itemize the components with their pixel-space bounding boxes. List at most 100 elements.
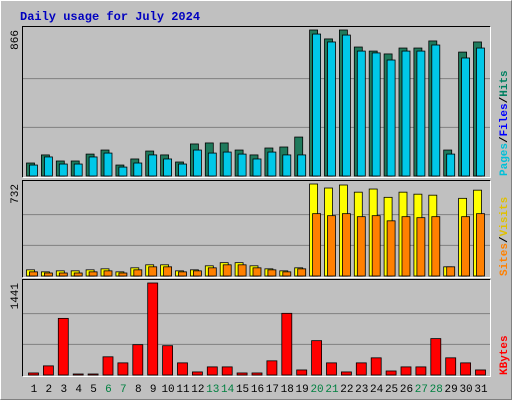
x-tick-label: 22 [340, 384, 353, 396]
x-tick-label: 9 [150, 384, 157, 396]
legend-entry: Files [499, 103, 511, 136]
bar [178, 163, 187, 177]
bar [148, 266, 158, 277]
bar [87, 373, 99, 376]
x-tick-label: 7 [120, 384, 127, 396]
legend-entry: KBytes [499, 335, 511, 375]
bar [133, 162, 143, 177]
bar [177, 362, 188, 376]
x-tick-label: 27 [415, 384, 428, 396]
bar [326, 362, 337, 376]
bar [207, 152, 217, 177]
bar [221, 366, 233, 376]
bar [385, 370, 397, 376]
bar [446, 266, 456, 277]
bar [192, 149, 202, 177]
y-tick-label: 732 [10, 184, 22, 204]
bar [207, 267, 217, 277]
bar [163, 158, 173, 177]
bar [118, 272, 128, 277]
bar [400, 366, 412, 376]
y-tick-label: 1441 [10, 283, 22, 310]
bar [88, 156, 98, 177]
bar [206, 366, 218, 376]
x-tick-label: 31 [474, 384, 488, 396]
bar [267, 151, 277, 177]
x-tick-label: 21 [325, 384, 339, 396]
bar [297, 154, 307, 177]
x-tick-label: 20 [310, 384, 323, 396]
panel-edge-dark [22, 180, 491, 278]
x-tick-label: 8 [135, 384, 142, 396]
panel [22, 279, 491, 377]
bar [327, 215, 336, 277]
bar [178, 271, 187, 277]
x-tick-label: 13 [206, 384, 219, 396]
bar [57, 317, 69, 376]
legend-entry: Pages [499, 143, 511, 176]
bar [461, 57, 471, 177]
bar [162, 345, 174, 376]
bar [282, 271, 292, 277]
bar [43, 365, 54, 376]
x-tick-label: 11 [176, 384, 190, 396]
bar [252, 158, 262, 177]
bar [371, 215, 381, 277]
bar [252, 267, 262, 277]
x-tick-label: 12 [191, 384, 204, 396]
panel [22, 180, 491, 278]
bar [28, 372, 39, 376]
bar [445, 357, 457, 376]
bar [431, 44, 441, 177]
x-tick-label: 14 [221, 384, 235, 396]
bar [237, 264, 247, 277]
x-tick-label: 25 [385, 384, 398, 396]
panel [22, 26, 491, 178]
x-tick-label: 29 [445, 384, 458, 396]
bar [446, 153, 456, 177]
x-tick-label: 15 [236, 384, 249, 396]
bar [281, 312, 293, 376]
bar [191, 371, 203, 376]
legend: Sites/Visits [499, 197, 511, 276]
bar [88, 271, 98, 277]
bar [475, 369, 486, 376]
legend-entry: Visits [499, 197, 511, 237]
bar [117, 362, 129, 376]
x-tick-label: 18 [281, 384, 294, 396]
chart-title: Daily usage for July 2024 [20, 10, 200, 24]
bar [236, 372, 248, 376]
legend: KBytes [499, 335, 511, 375]
bar [147, 282, 159, 376]
bar [296, 369, 308, 376]
legend: Pages/Files/Hits [499, 70, 511, 176]
bar [44, 272, 53, 277]
bar [102, 356, 114, 376]
bar [44, 156, 53, 177]
x-tick-label: 1 [31, 384, 38, 396]
bar [58, 163, 68, 177]
bar [148, 154, 158, 177]
bar [237, 153, 247, 177]
bar [73, 272, 83, 277]
bar [58, 272, 68, 277]
legend-entry: Hits [499, 70, 511, 96]
bar [327, 41, 336, 177]
bar [266, 360, 278, 376]
bar [416, 50, 426, 177]
bar [476, 213, 485, 277]
bar [73, 163, 83, 177]
bar [282, 154, 292, 177]
bar [103, 152, 113, 177]
bar [460, 362, 472, 376]
x-tick-label: 17 [266, 384, 279, 396]
bar [312, 33, 322, 177]
bar [103, 270, 113, 277]
bar [476, 47, 485, 177]
bar [355, 362, 367, 376]
bar [386, 220, 396, 277]
x-tick-label: 3 [60, 384, 67, 396]
bar [416, 217, 426, 277]
